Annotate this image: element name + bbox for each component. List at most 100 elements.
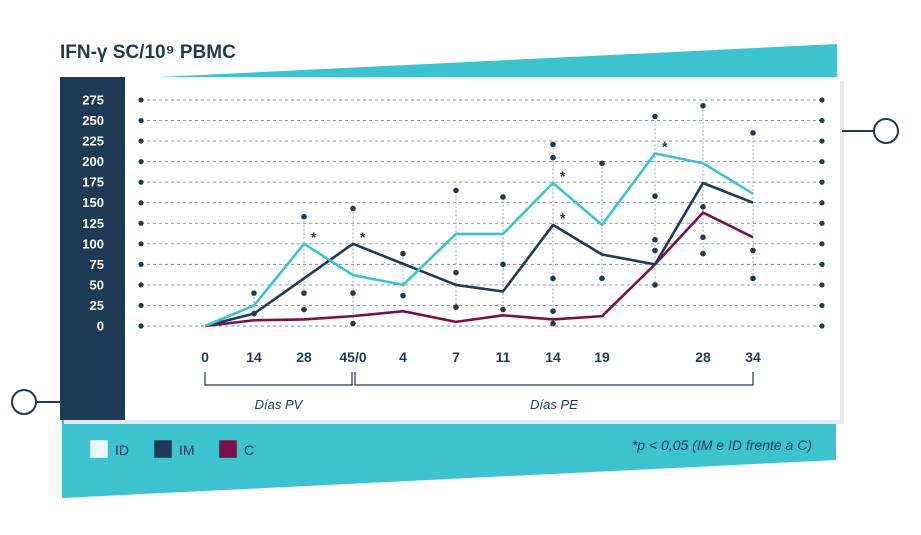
error-bar-cap <box>400 250 406 257</box>
grid-end-dot <box>138 179 144 185</box>
right-connector-circle <box>873 118 899 144</box>
significance-star: * <box>560 210 566 226</box>
y-tick-label: 225 <box>82 134 104 149</box>
x-tick-label: 4 <box>399 349 407 365</box>
error-bar-cap <box>350 320 356 327</box>
error-bar-cap <box>599 275 605 282</box>
grid-end-dot <box>138 282 144 288</box>
y-tick-label: 0 <box>97 319 104 334</box>
error-bar-cap <box>700 102 706 109</box>
x-tick-label: 28 <box>695 349 711 365</box>
y-tick-label: 75 <box>90 257 104 272</box>
data-points <box>301 154 756 315</box>
error-bar-cap <box>750 275 756 282</box>
error-bar-cap <box>500 306 506 313</box>
y-tick-label: 50 <box>90 277 104 292</box>
grid-end-dot <box>819 200 825 206</box>
y-tick-label: 25 <box>90 298 104 313</box>
significance-markers: * * * * * <box>311 138 668 244</box>
error-bar-cap <box>750 130 756 136</box>
grid-end-dot <box>819 302 825 309</box>
error-bar-cap <box>301 213 307 220</box>
gridlines <box>138 97 825 329</box>
chart-panel <box>60 77 840 420</box>
legend-swatch-id <box>90 440 108 458</box>
teal-bottom-band <box>62 418 836 498</box>
series-line-im <box>204 181 754 328</box>
error-bar-cap <box>652 113 658 120</box>
footnote: *p < 0,05 (IM e ID frente a C) <box>632 437 812 453</box>
x-tick-label: 0 <box>201 349 209 365</box>
grid-end-dot <box>138 200 144 206</box>
grid-end-dot <box>138 97 144 103</box>
y-tick-label: 150 <box>82 195 104 210</box>
y-tick-label: 275 <box>82 93 104 108</box>
individual-point <box>700 234 706 241</box>
error-bar-cap <box>500 194 506 200</box>
error-bar-cap <box>453 187 459 194</box>
individual-point <box>652 193 658 199</box>
grid-end-dot <box>138 220 144 226</box>
grid-end-dot <box>138 261 144 267</box>
individual-point <box>550 308 556 315</box>
grid-end-dot <box>138 323 144 329</box>
error-bar-cap <box>400 292 406 299</box>
grid-end-dot <box>138 241 144 247</box>
grid-end-dot <box>819 138 825 144</box>
individual-point <box>301 306 307 313</box>
individual-point <box>652 236 658 243</box>
error-bar-cap <box>251 290 257 296</box>
individual-point <box>700 204 706 210</box>
phase-bracket <box>204 372 353 386</box>
x-tick-label: 28 <box>296 349 312 365</box>
y-tick-label: 250 <box>82 113 104 128</box>
series-line-c <box>204 211 754 328</box>
grid-end-dot <box>819 97 825 103</box>
x-tick-label: 11 <box>496 349 511 365</box>
individual-point <box>350 290 356 296</box>
x-tick-label: 19 <box>594 349 610 365</box>
error-bar-cap <box>301 290 307 296</box>
error-bar-cap <box>453 304 459 310</box>
legend-swatch-c <box>219 440 237 458</box>
x-tick-label: 7 <box>452 349 460 365</box>
grid-end-dot <box>138 117 144 124</box>
legend-swatch-im <box>154 440 172 458</box>
individual-point <box>750 247 756 254</box>
legend-label: C <box>244 442 254 458</box>
grid-end-dot <box>819 282 825 288</box>
grid-end-dot <box>819 261 825 267</box>
y-axis-panel <box>60 77 125 420</box>
x-tick-label: 34 <box>745 349 761 365</box>
error-bar-cap <box>599 160 605 167</box>
phase-bracket <box>354 372 754 386</box>
legend-label: ID <box>115 442 129 458</box>
grid-end-dot <box>138 159 144 165</box>
error-bar-cap <box>350 205 356 212</box>
grid-end-dot <box>819 159 825 165</box>
legend-label: IM <box>179 442 195 458</box>
x-tick-labels: 0 14 28 45/0 4 7 11 14 19 28 34 <box>201 349 761 365</box>
error-bars <box>251 102 756 327</box>
individual-point <box>500 261 506 268</box>
phase-brackets: Días PV Días PE <box>204 372 754 412</box>
y-tick-label: 100 <box>82 236 104 251</box>
grid-end-dot <box>138 302 144 309</box>
left-connector-circle <box>11 389 37 415</box>
grid-end-dot <box>819 323 825 329</box>
grid-end-dot <box>819 241 825 247</box>
x-tick-label: 45/0 <box>339 349 366 365</box>
chart-title: IFN-γ SC/10⁹ PBMC <box>60 42 236 63</box>
legend: ID IM C <box>90 440 254 458</box>
phase-label: Días PE <box>530 397 578 412</box>
y-tick-label: 175 <box>82 175 104 190</box>
significance-star: * <box>311 229 317 245</box>
error-bar-cap <box>550 141 556 148</box>
significance-star: * <box>560 168 566 184</box>
error-bar-cap <box>700 250 706 257</box>
series-lines <box>204 152 754 328</box>
phase-label: Días PV <box>255 397 304 412</box>
y-tick-label: 125 <box>82 216 104 231</box>
